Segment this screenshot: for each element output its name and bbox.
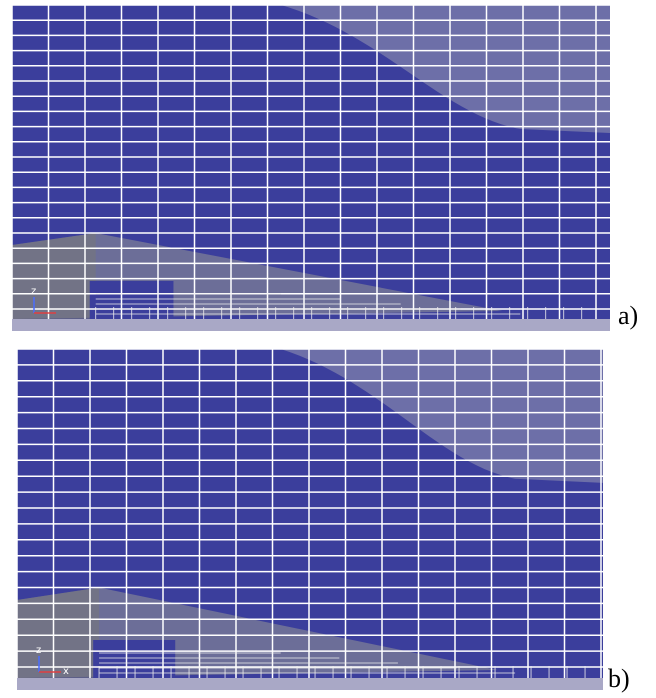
axis-label: z bbox=[36, 645, 41, 656]
panel-label: a) bbox=[618, 301, 638, 330]
wedge-front bbox=[17, 587, 100, 678]
cavity bbox=[93, 640, 176, 678]
panel-label: b) bbox=[608, 664, 630, 693]
wedge-front bbox=[12, 233, 96, 319]
ground bbox=[17, 678, 603, 690]
mesh-view: z bbox=[11, 4, 610, 331]
ground bbox=[12, 319, 610, 331]
mesh-view: zx bbox=[16, 348, 603, 690]
axis-label: z bbox=[31, 286, 36, 297]
axis-label: x bbox=[63, 666, 69, 677]
hull bbox=[280, 349, 603, 483]
hull bbox=[281, 5, 610, 133]
